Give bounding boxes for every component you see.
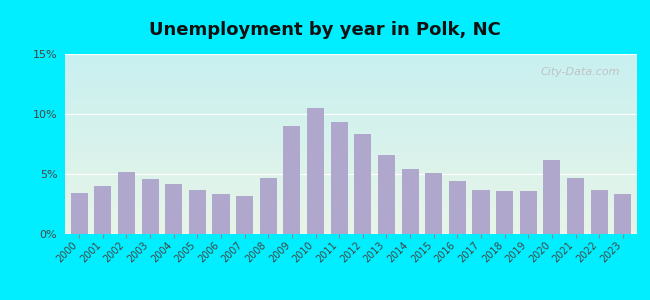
Bar: [402, 169, 419, 234]
Bar: [520, 191, 537, 234]
Bar: [473, 190, 489, 234]
Bar: [591, 190, 608, 234]
Text: City-Data.com: City-Data.com: [540, 67, 620, 76]
Bar: [331, 122, 348, 234]
Bar: [425, 173, 442, 234]
Bar: [94, 186, 111, 234]
Bar: [496, 191, 513, 234]
Bar: [354, 134, 371, 234]
Bar: [71, 193, 88, 234]
Bar: [378, 155, 395, 234]
Bar: [307, 108, 324, 234]
Bar: [236, 196, 253, 234]
Bar: [213, 194, 229, 234]
Bar: [260, 178, 277, 234]
Bar: [543, 160, 560, 234]
Bar: [614, 194, 631, 234]
Bar: [142, 179, 159, 234]
Bar: [118, 172, 135, 234]
Bar: [165, 184, 182, 234]
Bar: [449, 181, 466, 234]
Bar: [567, 178, 584, 234]
Bar: [189, 190, 206, 234]
Text: Unemployment by year in Polk, NC: Unemployment by year in Polk, NC: [149, 21, 501, 39]
Bar: [283, 126, 300, 234]
